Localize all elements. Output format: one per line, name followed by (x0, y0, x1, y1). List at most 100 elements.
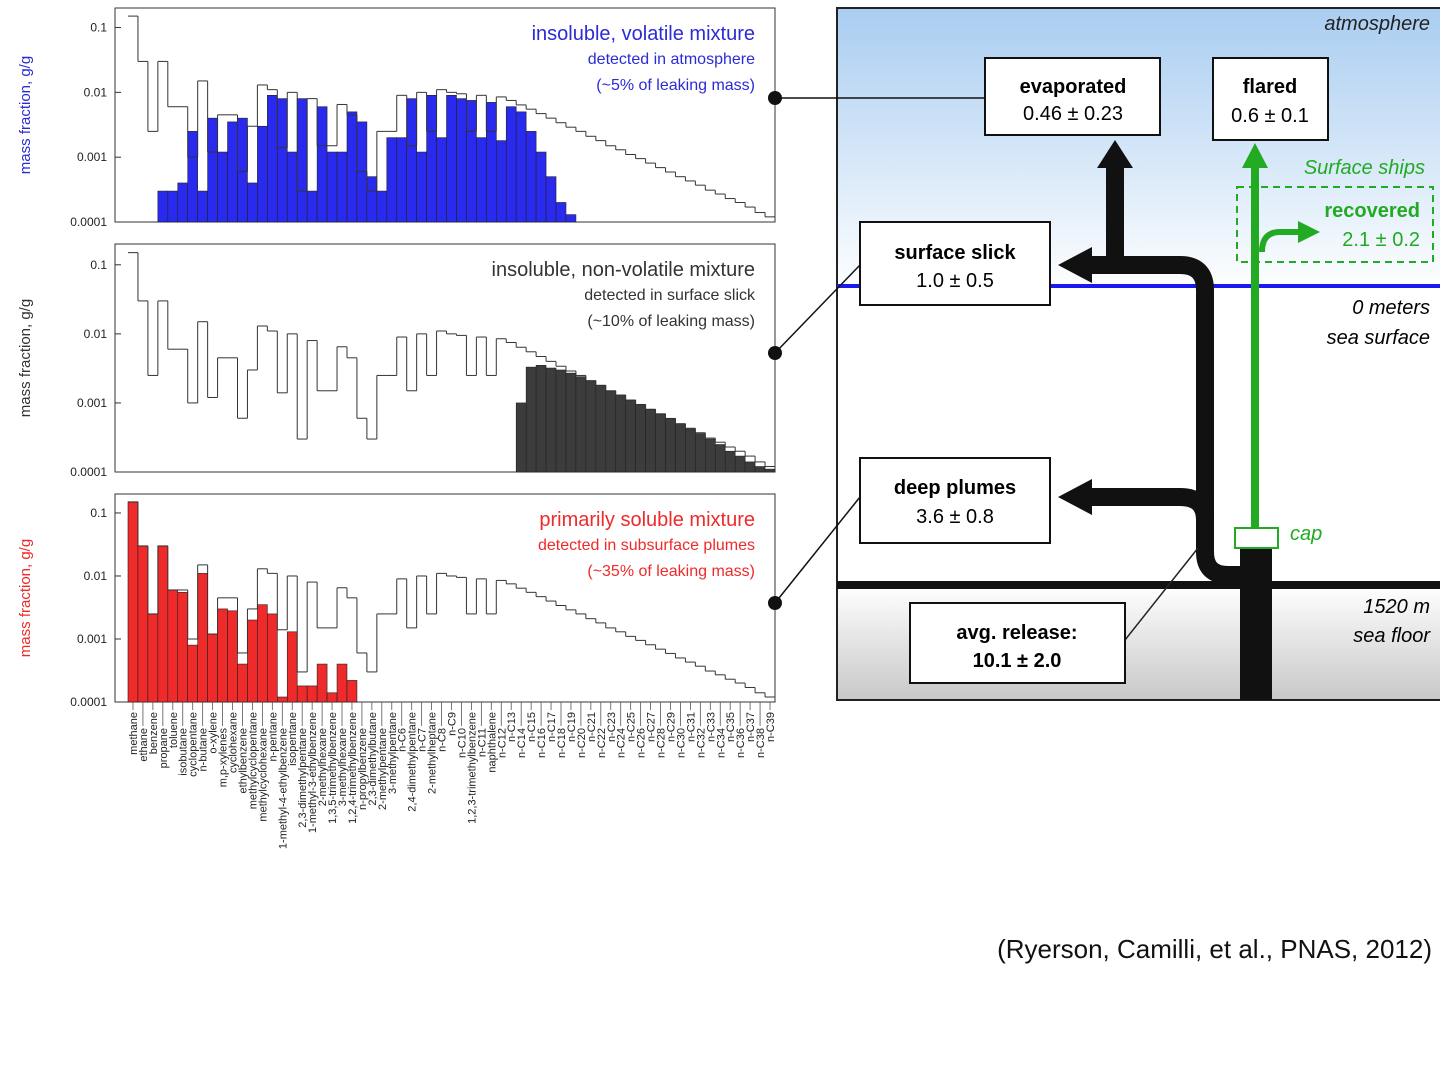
bar (247, 620, 257, 702)
bar (188, 131, 198, 222)
annotation: detected in surface slick (584, 287, 756, 304)
bar (417, 152, 427, 222)
bar (148, 614, 158, 702)
box-value: 1.0 ± 0.5 (916, 270, 994, 292)
y-tick-label: 0.1 (90, 21, 107, 35)
bar (158, 546, 168, 702)
y-axis-label: mass fraction, g/g (17, 299, 34, 417)
bar (705, 439, 715, 472)
bar (178, 592, 188, 702)
bar (526, 131, 536, 222)
bar (307, 686, 317, 702)
y-tick-label: 0.01 (84, 569, 108, 583)
annotation: primarily soluble mixture (539, 509, 755, 531)
surface-label: sea surface (1327, 327, 1430, 349)
annotation: (~35% of leaking mass) (587, 563, 755, 580)
bar (636, 404, 646, 472)
box (1213, 58, 1328, 140)
y-tick-label: 0.001 (77, 150, 107, 164)
bar (486, 102, 496, 222)
leader-dot (768, 91, 782, 105)
bar (397, 138, 407, 222)
bar (516, 112, 526, 222)
bar (128, 502, 138, 702)
bar (427, 95, 437, 222)
annotation: insoluble, non-volatile mixture (492, 259, 755, 281)
bar (566, 373, 576, 472)
box-label: recovered (1324, 200, 1420, 222)
arrowhead (1058, 479, 1092, 515)
bar (745, 462, 755, 472)
box-label: deep plumes (894, 477, 1016, 499)
bar (267, 614, 277, 702)
y-tick-label: 0.01 (84, 327, 108, 341)
y-tick-label: 0.01 (84, 85, 108, 99)
floor-label: sea floor (1353, 625, 1431, 647)
bar (337, 152, 347, 222)
bar (317, 107, 327, 222)
bar (228, 122, 238, 222)
x-tick-label: 2,4-dimethylpentane (407, 712, 419, 812)
ships-label: Surface ships (1304, 157, 1425, 179)
bar (715, 445, 725, 472)
bar (506, 107, 516, 222)
bar (516, 403, 526, 472)
bar (456, 99, 466, 222)
bar (257, 126, 267, 222)
bar (586, 381, 596, 472)
bar (198, 573, 208, 702)
bar (466, 100, 476, 222)
bar (546, 177, 556, 222)
bar (536, 152, 546, 222)
bar (237, 118, 247, 222)
bar (347, 112, 357, 222)
box-value: 0.46 ± 0.23 (1023, 103, 1123, 125)
floor-label: 1520 m (1363, 596, 1430, 618)
bar (287, 152, 297, 222)
bar (675, 424, 685, 472)
box-value: 3.6 ± 0.8 (916, 506, 994, 528)
bar (247, 183, 257, 222)
bar (387, 138, 397, 222)
bar (178, 183, 188, 222)
bar (228, 611, 238, 702)
bar (646, 410, 656, 472)
y-tick-label: 0.0001 (70, 465, 107, 479)
box-value: 0.6 ± 0.1 (1231, 105, 1309, 127)
charts: 0.1 0.01 0.001 0.0001 mass fraction, g/g inso… (17, 8, 777, 849)
page: {"chart_data": [ {"type": "bar", "log": … (0, 0, 1440, 1063)
bar (765, 469, 775, 472)
bar (685, 429, 695, 472)
box (860, 458, 1050, 543)
y-axis-label: mass fraction, g/g (17, 539, 34, 657)
y-tick-label: 0.001 (77, 396, 107, 410)
y-tick-label: 0.1 (90, 258, 107, 272)
bar (725, 451, 735, 472)
box-value: 2.1 ± 0.2 (1342, 229, 1420, 251)
box-label: surface slick (894, 242, 1016, 264)
y-tick-label: 0.1 (90, 506, 107, 520)
bar (337, 664, 347, 702)
diagram: atmosphere evaporated 0.46 ± 0.23 flared… (768, 8, 1440, 700)
bar (208, 634, 218, 702)
x-tick-label: 2-methylheptane (427, 712, 439, 794)
bar (237, 664, 247, 702)
bar (287, 632, 297, 702)
box-value: 10.1 ± 2.0 (973, 650, 1062, 672)
bar (596, 385, 606, 472)
bar (188, 645, 198, 702)
bar (327, 152, 337, 222)
figure: 0.1 0.01 0.001 0.0001 mass fraction, g/g inso… (0, 0, 1440, 1063)
bar (526, 367, 536, 472)
bar (158, 191, 168, 222)
plume-branch (1090, 497, 1205, 520)
bar (307, 191, 317, 222)
bar (138, 546, 148, 702)
bar (666, 418, 676, 472)
bar (277, 697, 287, 702)
atmosphere-label: atmosphere (1324, 13, 1430, 35)
x-tick-label: n-C39 (765, 712, 777, 742)
bar (198, 191, 208, 222)
bar (367, 177, 377, 222)
surface-label: 0 meters (1352, 297, 1430, 319)
